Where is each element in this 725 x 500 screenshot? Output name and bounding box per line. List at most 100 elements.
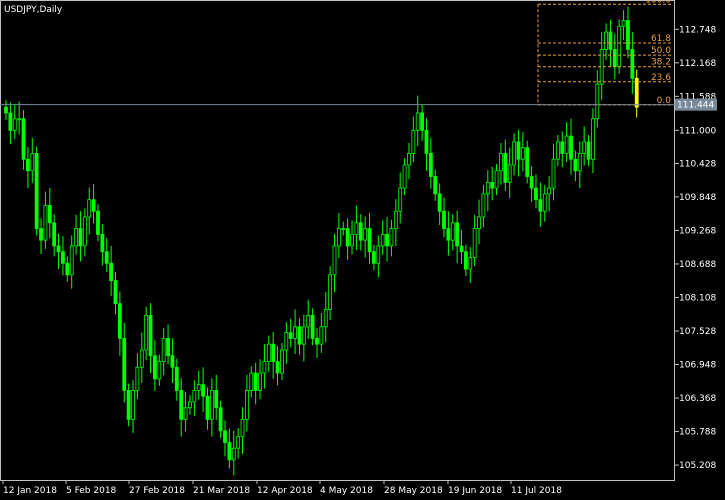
y-tick-label: 108.688 <box>679 260 716 270</box>
fib-level-label: 61.8 <box>651 34 671 44</box>
candle-body <box>310 314 315 339</box>
candle-body <box>630 48 635 79</box>
candle-body <box>56 245 61 253</box>
y-tick-label: 105.208 <box>679 461 716 471</box>
candle-body <box>468 257 473 270</box>
candle-body <box>367 228 372 253</box>
candle-body <box>459 245 464 253</box>
x-axis: 12 Jan 2018 5 Feb 2018 27 Feb 2018 21 Mar 2… <box>2 480 562 496</box>
candle-body <box>166 337 170 357</box>
candle-body <box>442 210 446 229</box>
candle-body <box>192 390 197 403</box>
candle-body <box>214 390 219 409</box>
x-tick-label: 4 May 2018 <box>320 486 373 496</box>
x-tick-label: 28 May 2018 <box>384 486 443 496</box>
candle-body <box>43 205 48 241</box>
y-tick-label: 106.948 <box>679 361 716 371</box>
candle-body <box>555 141 560 160</box>
candle-body <box>65 262 70 276</box>
candle-body <box>595 83 600 120</box>
candle-body <box>174 366 179 391</box>
candle-body <box>345 228 350 247</box>
chart-title: USDJPY,Daily <box>4 5 63 15</box>
candle-body <box>569 135 573 160</box>
y-axis: 112.748 112.168 111.588 111.000 110.428 109.8… <box>675 25 716 471</box>
candle-body <box>253 372 258 391</box>
candle-body <box>39 228 43 241</box>
y-tick-label: 111.000 <box>679 126 716 136</box>
candle-body <box>358 222 363 241</box>
y-tick-label: 109.848 <box>679 193 716 203</box>
candle-body <box>126 390 131 420</box>
candle-body <box>411 129 416 154</box>
candle-body <box>240 418 245 438</box>
candle-body <box>332 245 337 276</box>
candle-body <box>512 141 516 166</box>
candle-body <box>617 25 622 68</box>
candle-body <box>424 129 429 154</box>
candle-body <box>113 280 118 305</box>
x-tick-label: 12 Apr 2018 <box>257 486 313 496</box>
candle-body <box>196 384 201 391</box>
y-tick-label: 105.788 <box>679 428 716 438</box>
candle-body <box>507 164 512 183</box>
candle-body <box>139 349 144 368</box>
candle-body <box>564 135 569 154</box>
candle-body <box>218 407 223 432</box>
candle-body <box>336 228 341 247</box>
candle-body <box>463 251 468 270</box>
candle-body <box>131 390 135 420</box>
candle-body <box>144 314 149 351</box>
y-tick-label: 111.588 <box>679 92 716 102</box>
candle-body <box>161 337 166 362</box>
candle-body <box>96 210 100 235</box>
candle-body <box>490 181 495 189</box>
candle-body <box>354 222 359 235</box>
x-tick-label: 21 Mar 2018 <box>193 486 250 496</box>
fib-level-label: 38.2 <box>651 58 671 68</box>
candle-body <box>157 361 162 380</box>
candle-body <box>542 193 547 212</box>
candle-body <box>223 430 227 443</box>
fibonacci-levels: 100.0 61.8 50.0 38.2 23.6 0.0 <box>537 0 673 106</box>
candle-body <box>577 153 582 172</box>
fib-level-label: 23.6 <box>651 73 671 83</box>
candle-body <box>109 262 114 281</box>
candle-body <box>551 158 556 189</box>
candle-body <box>201 384 206 397</box>
y-tick-label: 107.528 <box>679 327 716 337</box>
candle-body <box>30 153 35 172</box>
candle-body <box>560 141 565 154</box>
candle-body <box>297 326 302 345</box>
fib-level-label: 100.0 <box>645 0 671 5</box>
candle-body <box>74 228 78 247</box>
candle-body <box>78 228 83 247</box>
candle-body <box>328 274 333 310</box>
candle-body <box>534 187 538 201</box>
candle-body <box>301 326 306 345</box>
current-price-box <box>675 98 717 111</box>
current-price-label: 111.444 <box>677 101 714 111</box>
fib-level-label: 0.0 <box>657 96 672 106</box>
candle-body <box>604 31 608 50</box>
candle-body <box>319 326 324 345</box>
candle-body <box>398 187 403 212</box>
candle-body <box>21 118 26 160</box>
candle-body <box>34 153 39 229</box>
x-tick-label: 11 Jul 2018 <box>511 486 562 496</box>
candle-body <box>12 118 17 131</box>
candle-body <box>135 366 140 391</box>
candle-body <box>52 222 57 247</box>
candle-body <box>450 222 455 241</box>
candle-body <box>266 343 271 362</box>
fib-level-label: 50.0 <box>651 46 671 56</box>
candle-body <box>626 20 630 50</box>
candle-body <box>8 112 13 131</box>
candle-body <box>380 233 385 247</box>
candle-body <box>236 436 241 449</box>
candle-body <box>376 245 381 264</box>
candle-body <box>209 390 214 420</box>
candle-body <box>280 349 284 374</box>
candle-body <box>148 314 153 357</box>
